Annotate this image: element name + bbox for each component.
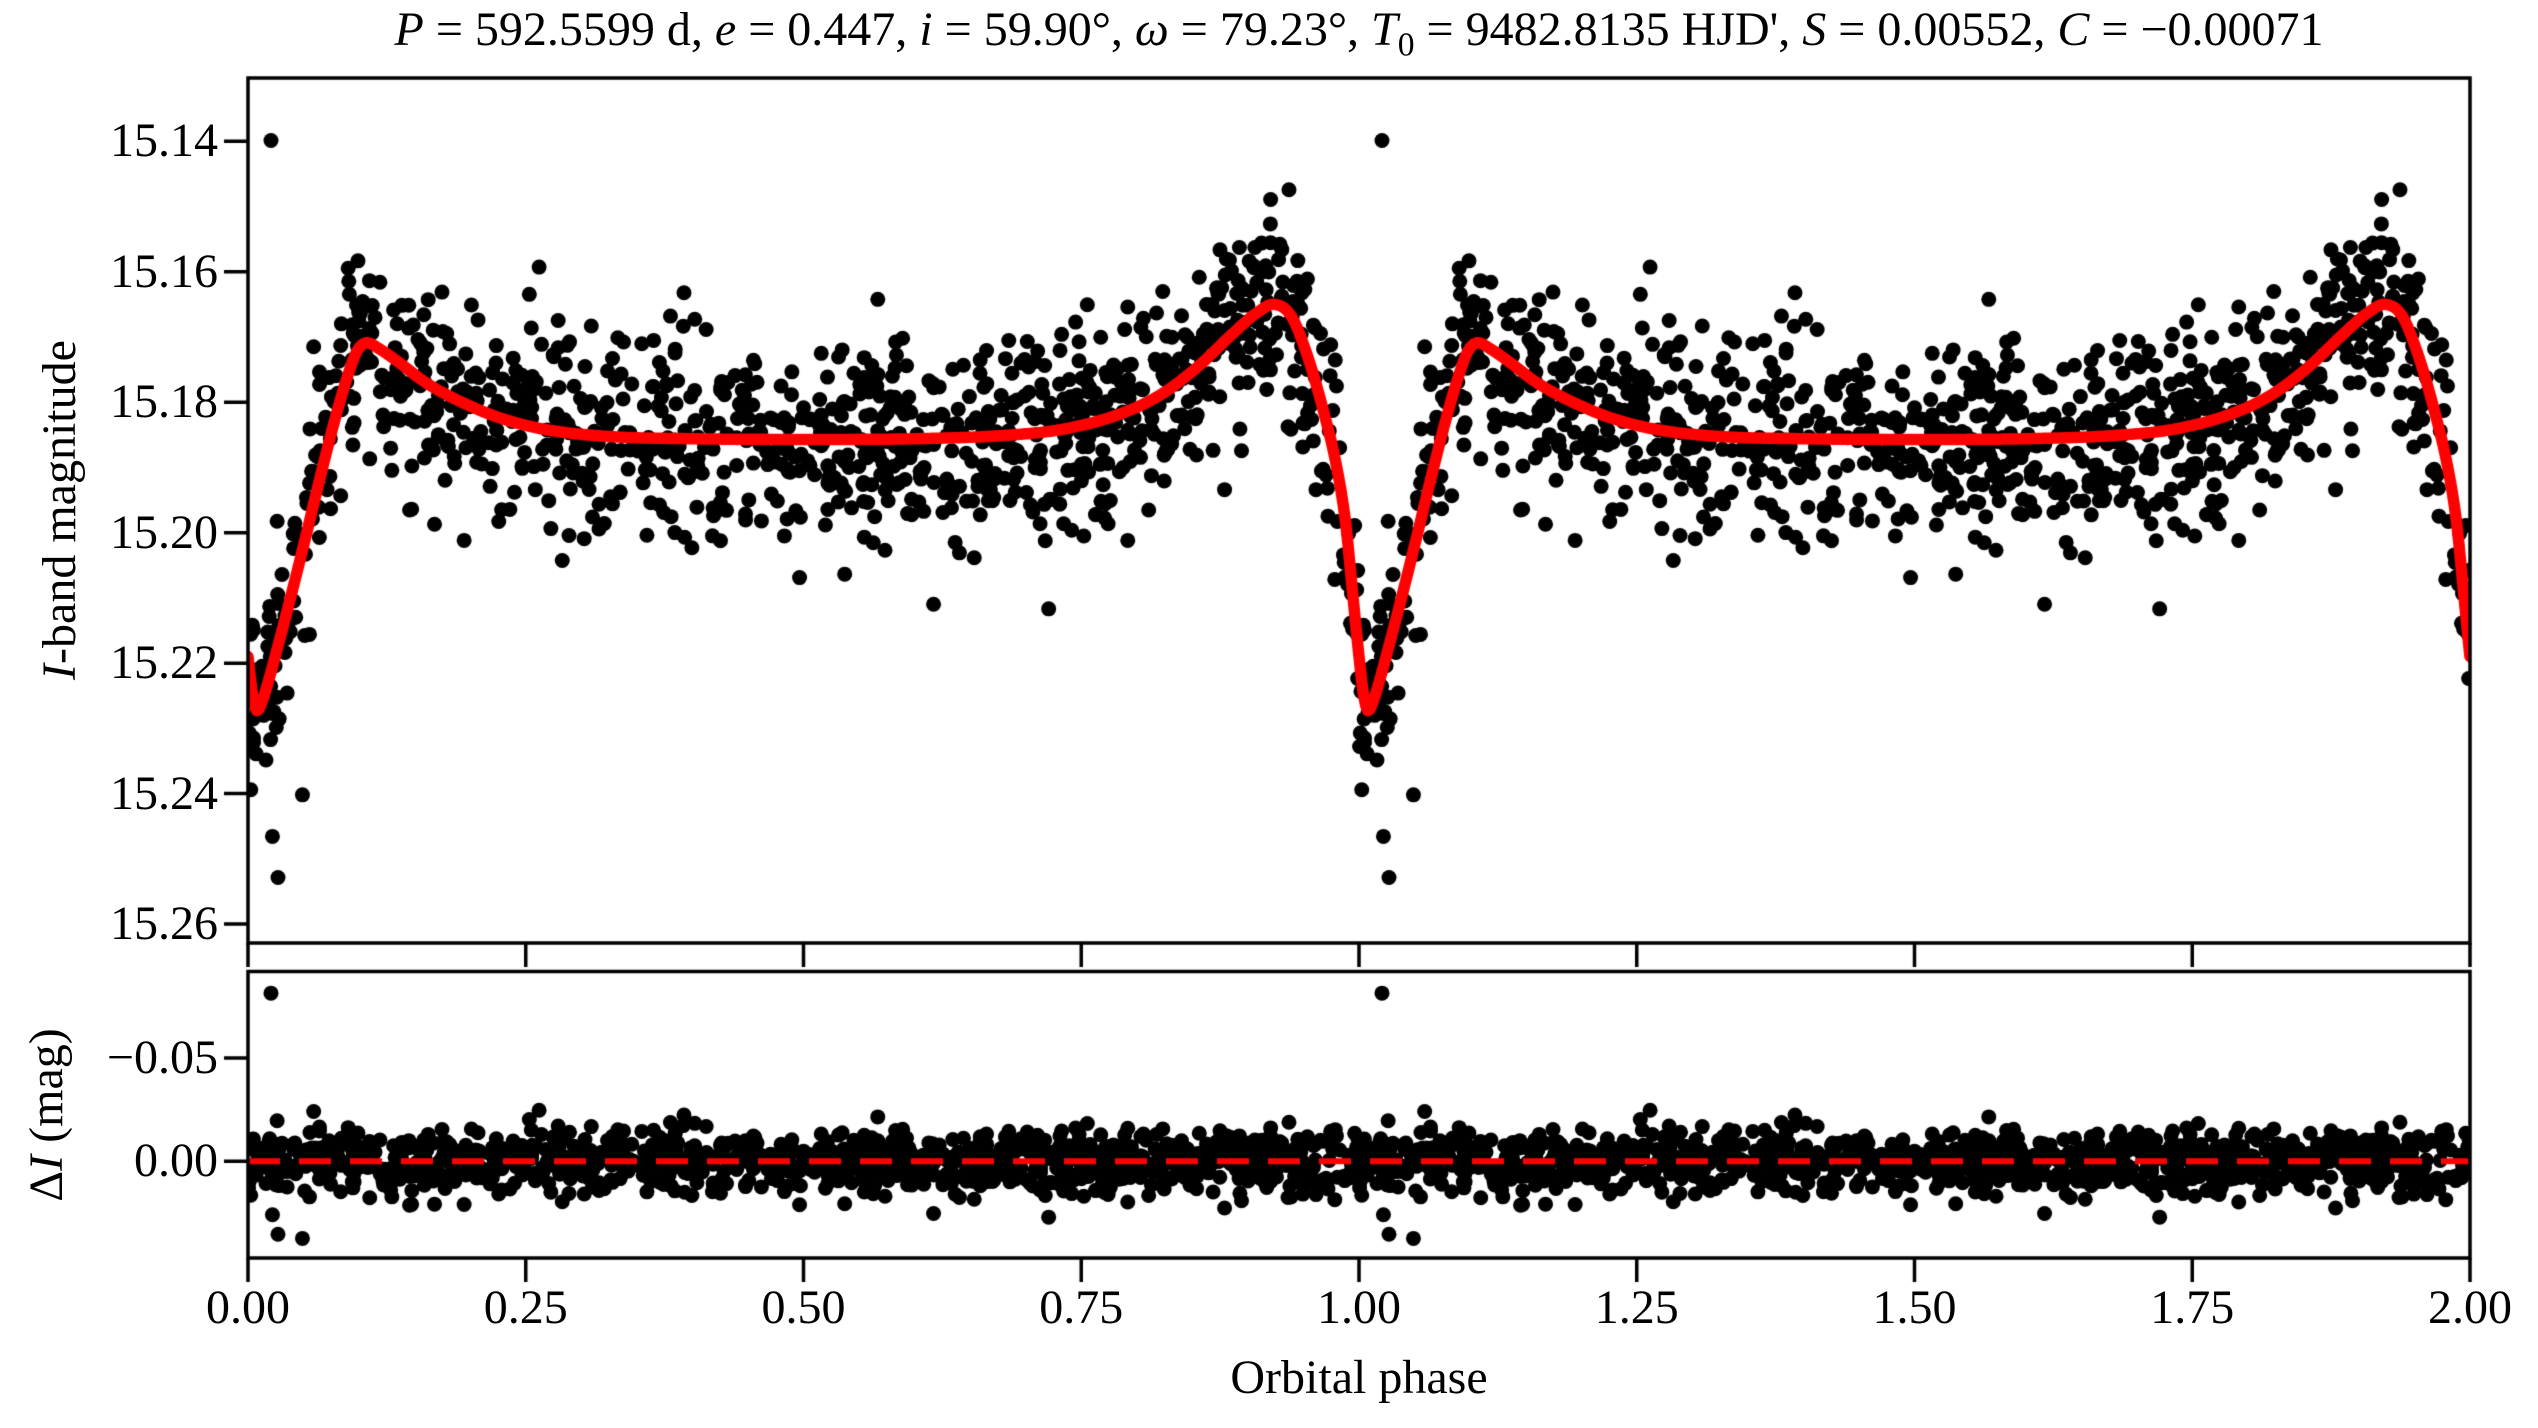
x-tick-label: 0.75: [1039, 1281, 1124, 1334]
x-tick-label: 0.50: [761, 1281, 846, 1334]
main-y-tick-label: 15.20: [110, 505, 218, 559]
x-tick-label: 1.00: [1317, 1281, 1401, 1334]
main-y-tick-label: 15.26: [110, 897, 218, 951]
x-tick-label: 0.00: [206, 1281, 290, 1334]
main-y-tick-label: 15.18: [110, 375, 218, 429]
residual-y-tick-label: 0.00: [134, 1134, 218, 1188]
plot-title: P = 592.5599 d, e = 0.447, i = 59.90°, ω…: [394, 3, 2324, 64]
main-y-tick-label: 15.14: [110, 114, 218, 168]
main-y-tick-label: 15.22: [110, 636, 218, 690]
x-tick-label: 0.25: [483, 1281, 568, 1334]
main-y-tick-label: 15.24: [110, 766, 218, 820]
x-tick-label: 1.25: [1594, 1281, 1679, 1334]
residual-y-tick-label: −0.05: [106, 1031, 218, 1085]
x-tick-label: 2.00: [2428, 1281, 2512, 1334]
x-tick-label: 1.50: [1872, 1281, 1957, 1334]
x-axis-label: Orbital phase: [1230, 1351, 1488, 1404]
x-tick-label: 1.75: [2150, 1281, 2235, 1334]
main-y-tick-label: 15.16: [110, 244, 218, 298]
